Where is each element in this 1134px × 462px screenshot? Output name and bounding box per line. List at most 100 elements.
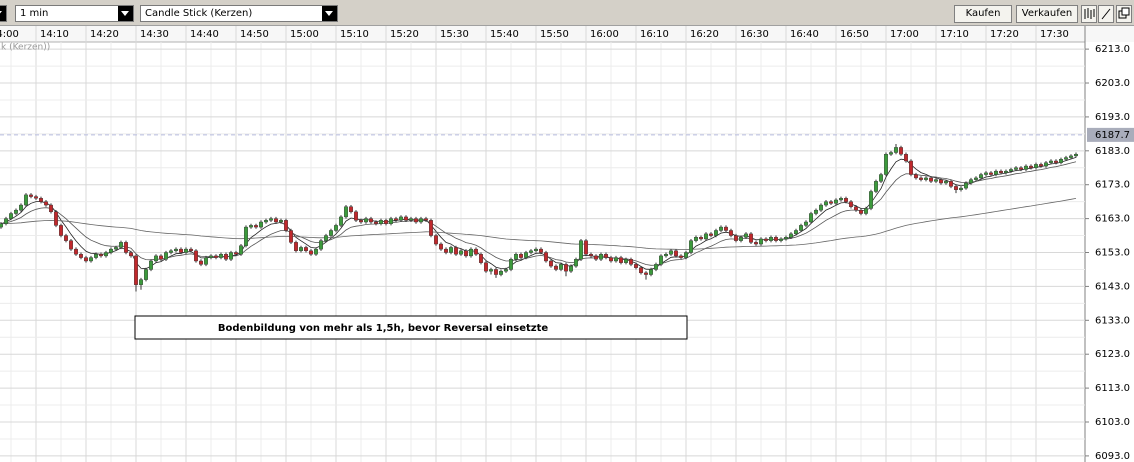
candle-body — [414, 218, 418, 223]
x-tick-label: 14:50 — [240, 29, 269, 40]
window-icon[interactable] — [1116, 5, 1132, 23]
candle-body — [994, 170, 998, 175]
candle-body — [484, 262, 488, 272]
candle-body — [209, 255, 213, 258]
candle-body — [784, 237, 788, 240]
candle-body — [749, 233, 753, 243]
candle-body — [249, 225, 253, 228]
candle-body — [884, 154, 888, 175]
y-tick-label: 6113.0 — [1095, 383, 1130, 394]
candle-body — [84, 257, 88, 262]
candle-body — [189, 248, 193, 252]
candle-body — [294, 242, 298, 252]
candle-body — [609, 257, 613, 262]
candle-body — [539, 248, 543, 253]
candle-body — [114, 247, 118, 250]
dropdown[interactable] — [0, 5, 7, 22]
candle-body — [329, 230, 333, 236]
candle-body — [744, 233, 748, 238]
candle-body — [284, 220, 288, 231]
candle-body — [489, 269, 493, 272]
candle-icon[interactable] — [1081, 5, 1097, 23]
sell-button[interactable]: Verkaufen — [1016, 5, 1078, 23]
candle-body — [499, 270, 503, 275]
x-tick-label: 14:40 — [190, 29, 219, 40]
candle-body — [624, 259, 628, 263]
candle-body — [394, 218, 398, 221]
candle-body — [519, 254, 523, 258]
candle-body — [964, 182, 968, 189]
candle-body — [759, 238, 763, 245]
candle-body — [649, 269, 653, 275]
candle-body — [804, 221, 808, 226]
candle-body — [59, 225, 63, 236]
candle-body — [464, 250, 468, 257]
candle-body — [184, 248, 188, 253]
candle-body — [954, 186, 958, 190]
line-icon[interactable] — [1098, 5, 1114, 23]
candle-body — [384, 220, 388, 224]
candle-body — [584, 240, 588, 255]
candle-body — [454, 247, 458, 255]
candle-body — [379, 220, 383, 224]
candle-body — [924, 177, 928, 180]
candle-body — [404, 216, 408, 221]
candle-body — [9, 213, 13, 219]
x-tick-label: 15:20 — [390, 29, 419, 40]
x-tick-label: 17:10 — [940, 29, 969, 40]
candle-body — [149, 260, 153, 270]
candle-body — [44, 201, 48, 206]
x-tick-label: 15:10 — [340, 29, 369, 40]
interval-text: 1 min — [20, 8, 49, 19]
candle-body — [959, 187, 963, 190]
candle-body — [794, 230, 798, 235]
candle-body — [204, 257, 208, 265]
candle-body — [244, 226, 248, 246]
candle-body — [109, 248, 113, 253]
candle-body — [554, 265, 558, 270]
candle-body — [564, 264, 568, 272]
candle-body — [319, 240, 323, 250]
candle-body — [709, 233, 713, 236]
y-tick-label: 6143.0 — [1095, 281, 1130, 292]
candle-body — [604, 254, 608, 258]
candle-body — [659, 255, 663, 265]
x-tick-label: 14:00 — [0, 29, 19, 40]
y-tick-label: 6153.0 — [1095, 248, 1130, 259]
candle-body — [654, 264, 658, 270]
interval-dropdown[interactable]: 1 min — [15, 5, 134, 22]
x-tick-label: 16:10 — [640, 29, 669, 40]
candle-body — [424, 218, 428, 221]
candle-body — [989, 172, 993, 175]
candle-body — [194, 250, 198, 262]
candle-body — [509, 259, 513, 270]
chart: 14:00 14:10 14:20 14:30 14:40 14:50 15:00 15:10… — [0, 26, 1134, 462]
candle-body — [819, 204, 823, 211]
candle-body — [339, 216, 343, 226]
chart-style-dropdown[interactable]: Candle Stick (Kerzen) — [140, 5, 338, 22]
candle-body — [844, 198, 848, 202]
buy-button[interactable]: Kaufen — [954, 5, 1012, 23]
candle-body — [574, 259, 578, 267]
candle-body — [839, 198, 843, 201]
candle-body — [814, 209, 818, 214]
candle-body — [174, 248, 178, 252]
candle-body — [134, 255, 138, 285]
candle-body — [494, 269, 498, 275]
candle-body — [159, 255, 163, 260]
candle-body — [349, 206, 353, 213]
candle-body — [39, 198, 43, 202]
candle-body — [524, 252, 528, 258]
candle-body — [359, 220, 363, 223]
candle-body — [899, 147, 903, 155]
candle-body — [29, 194, 33, 197]
candle-body — [664, 254, 668, 257]
candle-body — [639, 267, 643, 274]
candle-body — [969, 179, 973, 184]
candle-body — [129, 252, 133, 257]
candle-body — [164, 252, 168, 260]
candle-body — [529, 250, 533, 253]
candle-body — [54, 211, 58, 226]
candle-body — [634, 264, 638, 268]
candle-body — [304, 247, 308, 252]
